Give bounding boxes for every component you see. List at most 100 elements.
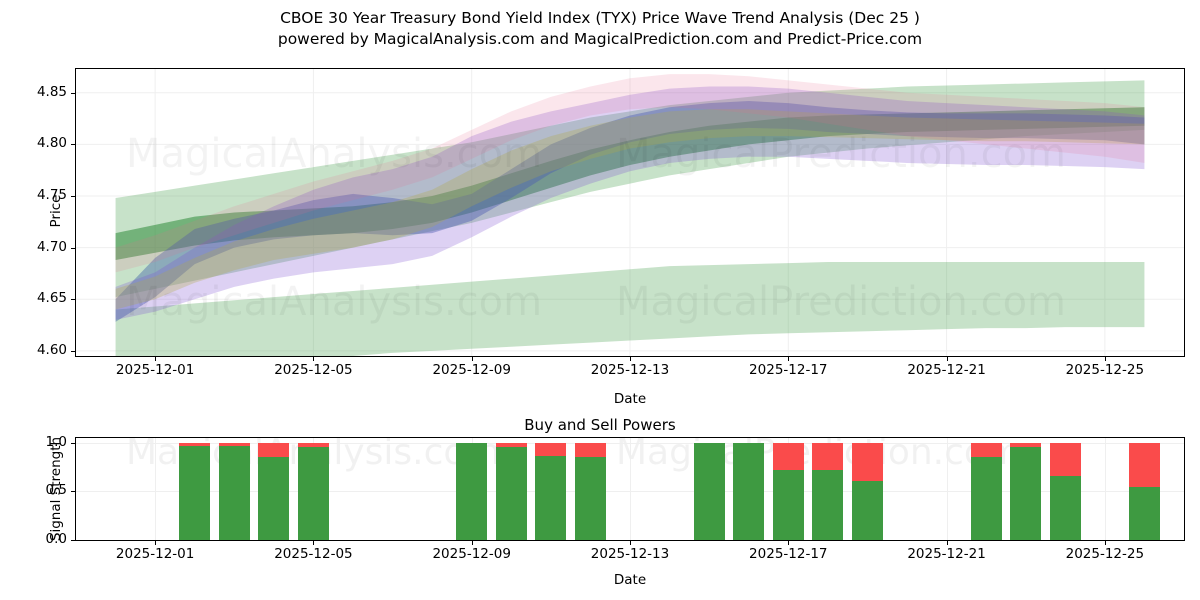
price-y-tick-mark: [71, 350, 75, 352]
signal-bar[interactable]: [1128, 438, 1160, 540]
sell-power-segment: [258, 442, 290, 458]
signal-bar[interactable]: [495, 438, 527, 540]
signal-bar[interactable]: [258, 438, 290, 540]
price-x-tick-mark: [155, 357, 157, 361]
sell-power-segment: [772, 442, 804, 471]
price-x-tick-mark: [946, 357, 948, 361]
signal-x-tick-mark: [471, 541, 473, 545]
price-y-tick-mark: [71, 92, 75, 94]
signal-x-tick-label: 2025-12-21: [907, 546, 986, 562]
wave-band-mid-green-core: [115, 107, 1145, 260]
signal-bar[interactable]: [574, 438, 606, 540]
signal-bar[interactable]: [851, 438, 883, 540]
signal-x-tick-mark: [1104, 541, 1106, 545]
sell-power-segment: [179, 442, 211, 446]
price-y-tick-label: 4.70: [36, 238, 67, 255]
signal-x-tick-mark: [788, 541, 790, 545]
buy-power-segment: [535, 455, 567, 540]
signal-y-axis-label: Signal Strength: [48, 436, 64, 542]
buy-power-segment: [733, 442, 765, 540]
price-x-axis-label: Date: [613, 391, 647, 407]
buy-power-segment: [812, 470, 844, 540]
title-line-2: powered by MagicalAnalysis.com and Magic…: [277, 30, 923, 48]
price-y-tick-label: 4.75: [36, 186, 67, 203]
price-chart-plot-area: MagicalAnalysis.com MagicalPrediction.co…: [75, 68, 1185, 357]
sell-power-segment: [495, 442, 527, 447]
signal-bar[interactable]: [733, 438, 765, 540]
signal-chart-plot-area: MagicalAnalysis.com MagicalPrediction.co…: [75, 437, 1185, 541]
sell-power-segment: [218, 442, 250, 446]
signal-y-tick-label: 0.5: [45, 482, 67, 499]
signal-bar[interactable]: [812, 438, 844, 540]
price-y-tick-mark: [71, 299, 75, 301]
buy-power-segment: [574, 457, 606, 540]
sell-power-segment: [535, 442, 567, 456]
price-x-tick-label: 2025-12-17: [749, 362, 828, 378]
buy-power-segment: [1010, 446, 1042, 540]
signal-x-tick-label: 2025-12-13: [590, 546, 670, 562]
sell-power-segment: [297, 442, 329, 447]
signal-y-tick-label: 0.0: [45, 531, 67, 547]
signal-bar[interactable]: [456, 438, 488, 540]
wave-band-outer-green-lower: [115, 262, 1145, 356]
buy-power-segment: [970, 457, 1002, 540]
signal-bar[interactable]: [297, 438, 329, 540]
price-x-tick-label: 2025-12-09: [432, 362, 511, 378]
buy-power-segment: [297, 446, 329, 540]
price-x-tick-label: 2025-12-25: [1065, 362, 1145, 378]
price-y-tick-mark: [71, 195, 75, 197]
signal-x-tick-mark: [630, 541, 631, 545]
price-y-axis-label: Price: [48, 194, 64, 228]
signal-chart-title: Buy and Sell Powers: [524, 416, 676, 434]
signal-x-tick-label: 2025-12-25: [1065, 546, 1145, 562]
buy-power-segment: [772, 470, 804, 540]
signal-vgridline: [946, 438, 948, 540]
signal-y-tick-label: 1.0: [45, 433, 67, 450]
buy-power-segment: [495, 446, 527, 540]
signal-bar[interactable]: [772, 438, 804, 540]
buy-power-segment: [693, 442, 725, 540]
sell-power-segment: [1010, 442, 1042, 447]
signal-bar[interactable]: [1010, 438, 1042, 540]
price-x-tick-label: 2025-12-01: [115, 362, 195, 378]
signal-bar[interactable]: [1049, 438, 1081, 540]
signal-x-tick-label: 2025-12-09: [432, 546, 511, 562]
buy-power-segment: [851, 480, 883, 540]
buy-power-segment: [456, 442, 488, 540]
signal-bar[interactable]: [179, 438, 211, 540]
price-x-tick-mark: [471, 357, 473, 361]
price-y-tick-mark: [71, 144, 75, 146]
signal-vgridline: [155, 438, 157, 540]
price-x-tick-label: 2025-12-05: [274, 362, 353, 378]
signal-vgridline: [630, 438, 631, 540]
price-x-tick-label: 2025-12-21: [907, 362, 986, 378]
wave-band-purple-wave: [115, 86, 1145, 320]
figure-title: CBOE 30 Year Treasury Bond Yield Index (…: [0, 8, 1200, 50]
wave-band-blue-wave: [115, 101, 1145, 322]
signal-bar[interactable]: [970, 438, 1002, 540]
price-wave-bands: [76, 69, 1184, 356]
signal-x-tick-label: 2025-12-17: [749, 546, 828, 562]
sell-power-segment: [1128, 442, 1160, 487]
signal-x-tick-mark: [313, 541, 315, 545]
signal-bar[interactable]: [218, 438, 250, 540]
price-y-tick-mark: [71, 247, 75, 249]
signal-bar[interactable]: [693, 438, 725, 540]
signal-y-tick-mark: [71, 491, 75, 493]
price-x-tick-mark: [313, 357, 315, 361]
wave-band-pink-wave: [115, 74, 1145, 273]
signal-x-tick-label: 2025-12-01: [115, 546, 195, 562]
sell-power-segment: [851, 442, 883, 481]
signal-x-tick-mark: [946, 541, 948, 545]
sell-power-segment: [574, 442, 606, 458]
price-y-tick-label: 4.85: [36, 83, 67, 100]
wave-band-olive-wave: [115, 109, 1145, 310]
signal-y-tick-mark: [71, 540, 75, 541]
price-x-tick-mark: [1104, 357, 1106, 361]
price-x-tick-mark: [788, 357, 790, 361]
price-y-tick-label: 4.80: [36, 135, 67, 152]
buy-power-segment: [258, 457, 290, 540]
signal-bar[interactable]: [535, 438, 567, 540]
price-x-tick-mark: [630, 357, 631, 361]
